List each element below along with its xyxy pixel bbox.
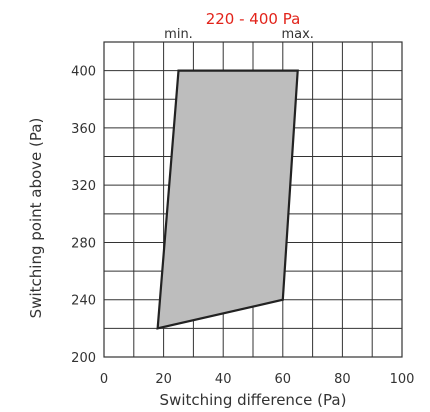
x-tick-label: 100 [390,372,415,387]
top-label: max. [281,27,313,42]
y-axis-label: Switching point above (Pa) [27,118,45,319]
chart-title: 220 - 400 Pa [206,10,301,28]
top-label: min. [164,27,193,42]
y-tick-label: 280 [71,236,96,251]
operating-region [156,69,299,330]
y-tick-labels: 200 240 280 320 360 400 [71,65,96,366]
y-tick-label: 400 [71,65,96,80]
y-tick-label: 240 [71,294,96,309]
plot-frame [103,41,403,358]
x-axis-label: Switching difference (Pa) [160,391,347,409]
x-tick-labels: 0 20 40 60 80 100 [100,372,415,387]
x-tick-label: 40 [215,372,232,387]
y-tick-label: 360 [71,122,96,137]
y-tick-label: 320 [71,179,96,194]
x-tick-label: 20 [155,372,172,387]
x-tick-label: 0 [100,372,108,387]
y-tick-label: 200 [71,351,96,366]
top-labels: min. max. [164,27,314,42]
x-tick-label: 80 [334,372,351,387]
x-tick-label: 60 [275,372,292,387]
